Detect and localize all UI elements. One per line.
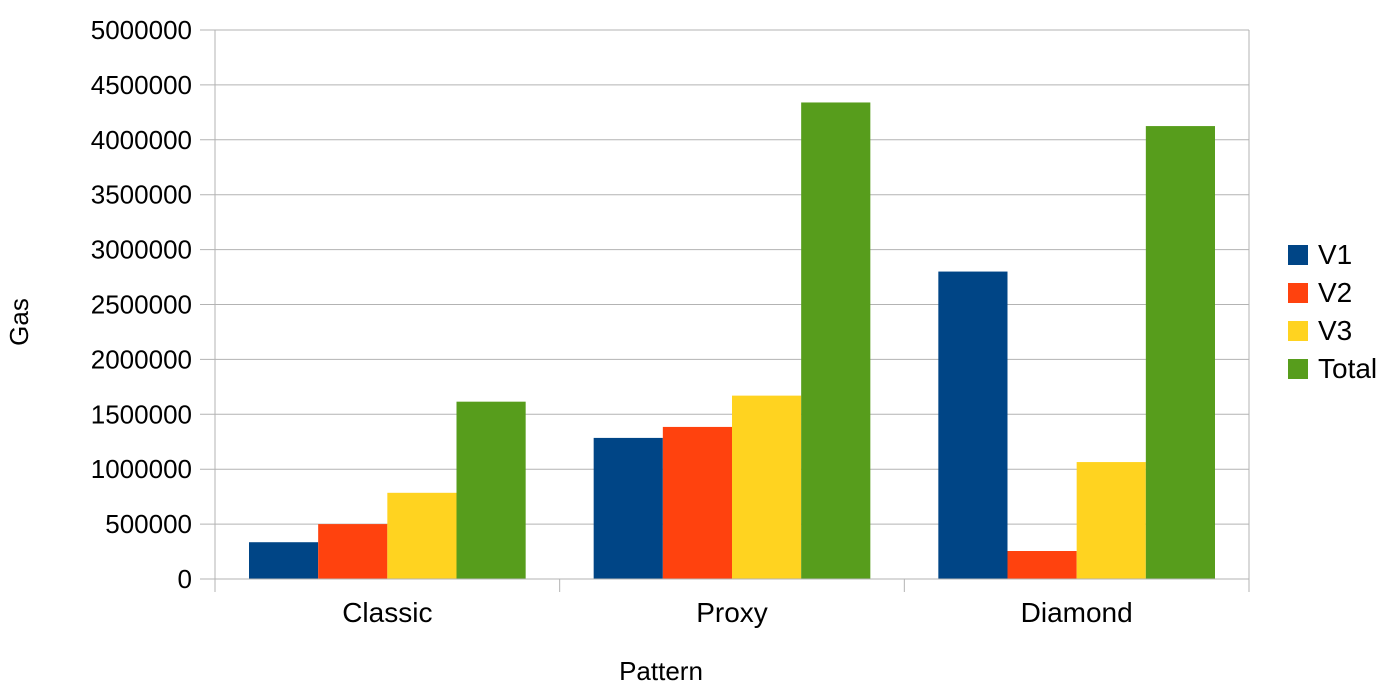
bars <box>249 102 1215 579</box>
bar-v3-classic <box>387 492 457 579</box>
x-tick-label: Classic <box>342 597 432 628</box>
y-tick-label: 1000000 <box>91 454 192 484</box>
y-axis-title: Gas <box>4 298 34 346</box>
y-tick-label: 3000000 <box>91 235 192 265</box>
x-tick-labels: Classic Proxy Diamond <box>342 597 1132 628</box>
y-tick-label: 2000000 <box>91 344 192 374</box>
y-tick-label: 1500000 <box>91 399 192 429</box>
bar-v3-proxy <box>732 395 802 579</box>
x-axis-title: Pattern <box>619 656 703 686</box>
legend-label-total: Total <box>1318 353 1377 384</box>
legend: V1 V2 V3 Total <box>1288 239 1377 384</box>
y-tick-labels: 0 500000 1000000 1500000 2000000 2500000 30000… <box>91 15 192 594</box>
bar-total-classic <box>456 401 526 579</box>
x-tick-label: Diamond <box>1021 597 1133 628</box>
bar-v2-classic <box>318 524 388 579</box>
y-tick-label: 2500000 <box>91 290 192 320</box>
legend-label-v3: V3 <box>1318 315 1352 346</box>
y-tick-label: 4000000 <box>91 125 192 155</box>
legend-swatch-v2 <box>1288 283 1308 303</box>
bar-v1-classic <box>249 542 319 579</box>
bar-total-proxy <box>801 102 871 579</box>
legend-label-v2: V2 <box>1318 277 1352 308</box>
y-tick-label: 5000000 <box>91 15 192 45</box>
bar-total-diamond <box>1145 126 1215 579</box>
legend-swatch-total <box>1288 359 1308 379</box>
y-tick-label: 4500000 <box>91 70 192 100</box>
bar-v2-diamond <box>1007 551 1077 579</box>
bar-v3-diamond <box>1076 462 1146 579</box>
y-tick-label: 0 <box>178 564 192 594</box>
legend-swatch-v3 <box>1288 321 1308 341</box>
bar-v1-proxy <box>593 437 663 579</box>
legend-swatch-v1 <box>1288 245 1308 265</box>
y-tick-label: 500000 <box>105 509 192 539</box>
legend-label-v1: V1 <box>1318 239 1352 270</box>
bar-v2-proxy <box>662 426 732 579</box>
x-tick-label: Proxy <box>696 597 768 628</box>
bar-v1-diamond <box>938 271 1008 579</box>
axes <box>200 30 1250 592</box>
y-tick-label: 3500000 <box>91 180 192 210</box>
